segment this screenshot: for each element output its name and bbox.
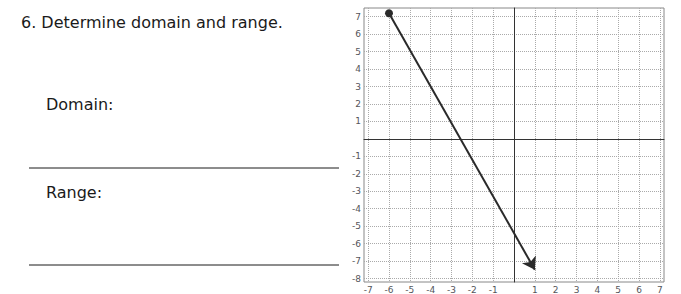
svg-text:-5: -5 (405, 285, 414, 294)
svg-text:6: 6 (636, 285, 642, 294)
svg-text:5: 5 (355, 47, 361, 57)
svg-text:-3: -3 (352, 186, 361, 196)
svg-text:6. Determine domain and range.: 6. Determine domain and range. (21, 13, 283, 32)
svg-text:-4: -4 (426, 285, 435, 294)
svg-text:-2: -2 (468, 285, 477, 294)
svg-text:-5: -5 (352, 221, 361, 231)
svg-text:Domain:: Domain: (46, 95, 113, 114)
svg-text:2: 2 (355, 99, 361, 109)
svg-text:-6: -6 (352, 239, 361, 249)
svg-text:4: 4 (594, 285, 600, 294)
svg-text:-1: -1 (489, 285, 498, 294)
svg-text:3: 3 (574, 285, 580, 294)
svg-text:2: 2 (553, 285, 559, 294)
svg-text:6: 6 (355, 29, 361, 39)
svg-text:1: 1 (355, 116, 361, 126)
svg-text:4: 4 (355, 64, 361, 74)
svg-text:5: 5 (615, 285, 621, 294)
svg-text:-1: -1 (352, 151, 361, 161)
svg-text:-3: -3 (447, 285, 456, 294)
svg-text:-8: -8 (352, 274, 361, 284)
svg-text:-6: -6 (385, 285, 394, 294)
svg-text:Range:: Range: (46, 183, 102, 202)
svg-text:-4: -4 (352, 204, 361, 214)
svg-text:1: 1 (532, 285, 538, 294)
svg-text:3: 3 (355, 82, 361, 92)
svg-text:-2: -2 (352, 169, 361, 179)
svg-text:-7: -7 (352, 256, 361, 266)
svg-text:-7: -7 (364, 285, 373, 294)
svg-text:7: 7 (355, 12, 361, 22)
svg-text:7: 7 (657, 285, 663, 294)
